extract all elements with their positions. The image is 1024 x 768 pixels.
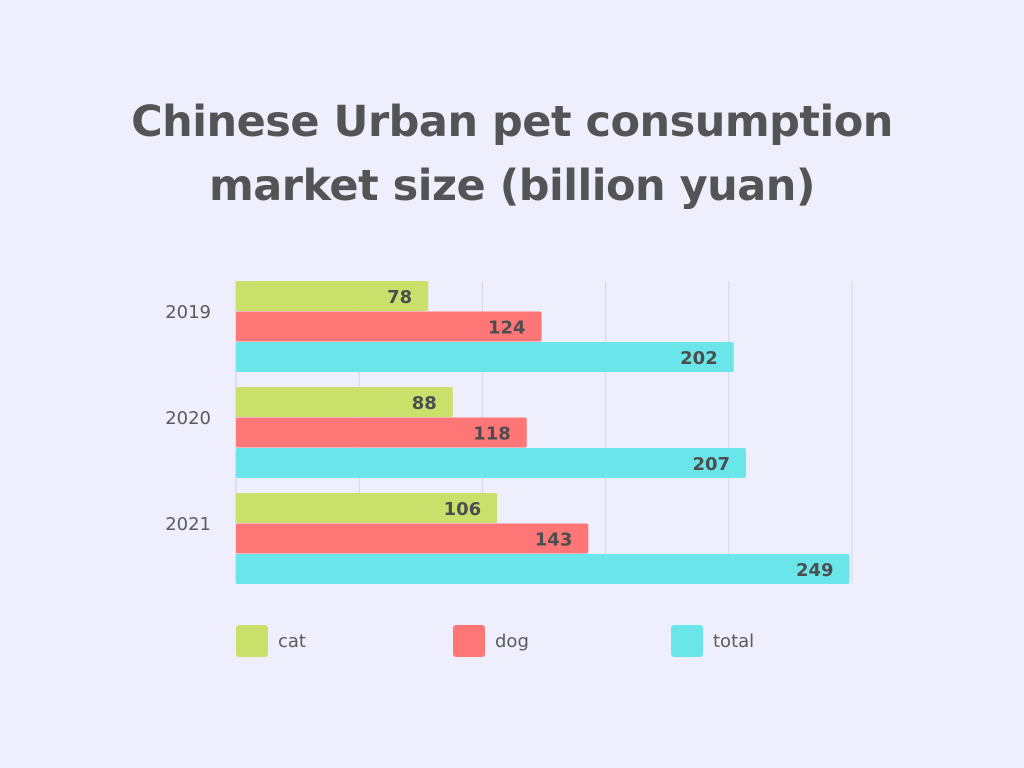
legend-swatch-cat [236,625,268,657]
data-labels: 78 124 202 88 118 207 106 143 249 [387,287,833,581]
data-label-total-2021: 249 [796,560,834,581]
bar-total-2019 [236,342,734,372]
data-label-dog-2021: 143 [535,530,573,551]
data-label-cat-2020: 88 [412,393,437,414]
bar-total-2021 [236,554,850,584]
category-label-2021: 2021 [165,514,211,535]
data-label-total-2019: 202 [680,348,718,369]
legend-swatch-total [671,625,703,657]
chart-title-line-1: Chinese Urban pet consumption [131,97,893,147]
legend-item-total: total [671,625,754,657]
data-label-dog-2020: 118 [473,424,511,445]
chart-title-line-2: market size (billion yuan) [208,161,816,211]
category-labels: 2019 2020 2021 [165,302,211,535]
bar-cat-2021 [236,493,498,523]
data-label-total-2020: 207 [692,454,730,475]
data-label-cat-2021: 106 [444,499,482,520]
bar-cat-2020 [236,387,453,417]
chart-title: Chinese Urban pet consumption market siz… [0,90,1024,218]
bar-cat-2019 [236,281,429,311]
data-label-cat-2019: 78 [387,287,412,308]
bar-dog-2019 [236,311,542,342]
legend-label-dog: dog [495,630,529,652]
bar-dog-2021 [236,523,589,554]
category-label-2020: 2020 [165,408,211,429]
legend-label-total: total [713,630,755,652]
bar-total-2020 [236,448,747,478]
legend-item-dog: dog [453,625,529,657]
legend-label-cat: cat [278,630,306,652]
data-label-dog-2019: 124 [488,318,526,339]
bars [236,281,850,584]
legend-swatch-dog [453,625,485,657]
legend-item-cat: cat [236,625,306,657]
bar-dog-2020 [236,417,527,448]
category-label-2019: 2019 [165,302,211,323]
